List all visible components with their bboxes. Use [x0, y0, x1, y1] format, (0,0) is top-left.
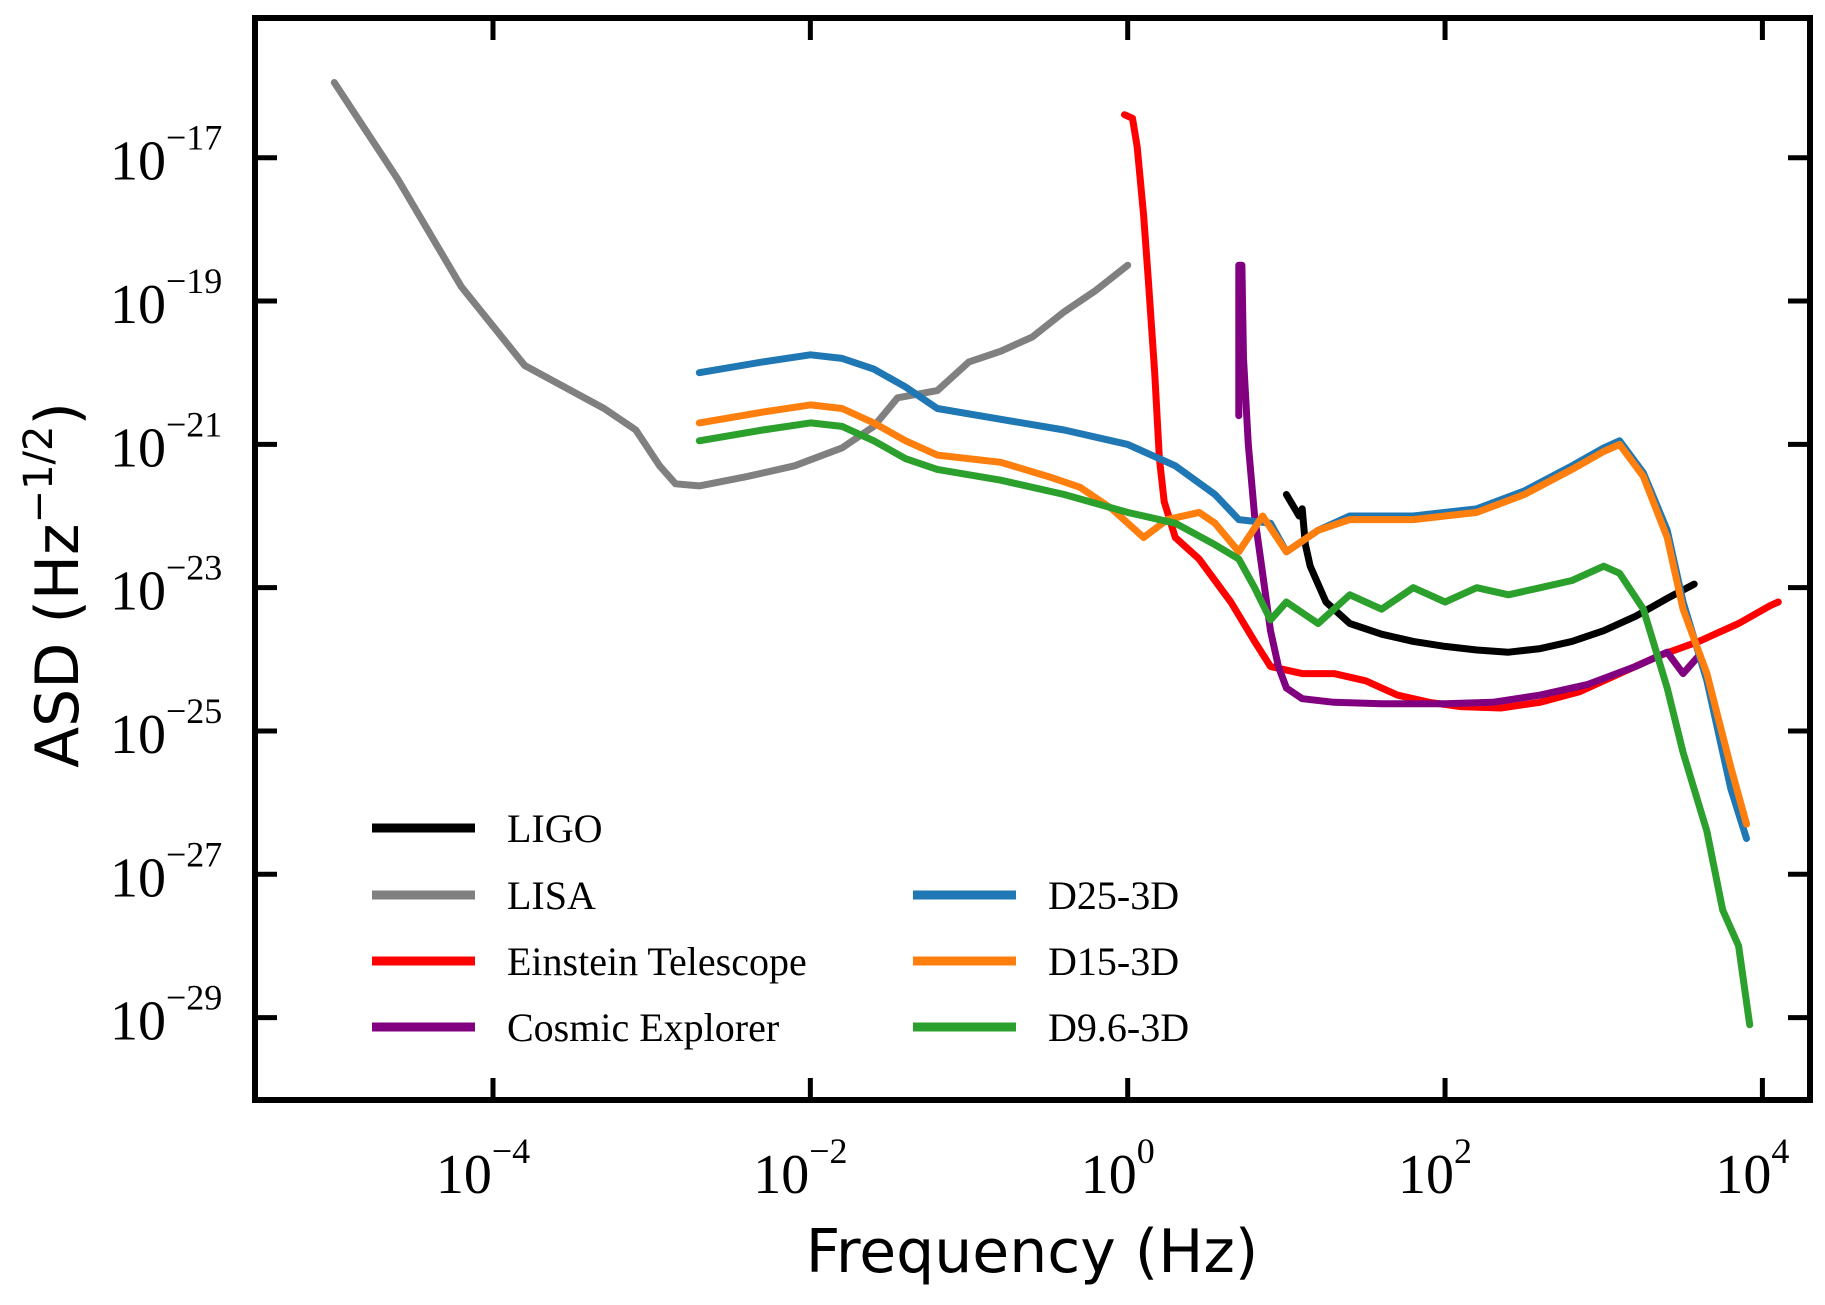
x-tick-label: 10−2 [753, 1131, 847, 1206]
series-line-d9-6-3d [695, 419, 1754, 1029]
legend-label: D15-3D [1048, 939, 1179, 984]
legend-label: LISA [507, 873, 596, 918]
series-line-cosmic-explorer [1235, 261, 1703, 708]
legend-label: D25-3D [1048, 873, 1179, 918]
legend-label: LIGO [507, 806, 603, 851]
series-line-d15-3d [695, 401, 1750, 828]
y-axis-title-base: ASD (Hz [23, 523, 93, 767]
y-tick-label: 10−19 [110, 261, 222, 336]
x-tick-label: 104 [1715, 1131, 1789, 1206]
y-tick-label: 10−21 [110, 404, 222, 479]
x-tick-label: 100 [1081, 1131, 1155, 1206]
series-line-einstein-telescope [1121, 111, 1782, 712]
y-axis-title-close: ) [23, 402, 93, 425]
plot-frame [252, 15, 1813, 1103]
y-tick-label: 10−27 [110, 834, 222, 909]
series-layer [330, 79, 1782, 1029]
y-tick-label: 10−29 [110, 978, 222, 1053]
legend-label: Cosmic Explorer [507, 1005, 779, 1050]
legend: LIGO LISA Einstein Telescope Cosmic Explore… [372, 806, 1189, 1050]
y-axis-title-exp: −1/2 [16, 426, 62, 524]
y-tick-label: 10−17 [110, 118, 222, 193]
y-tick-label: 10−25 [110, 691, 222, 766]
x-axis-title: Frequency (Hz) [806, 1217, 1258, 1287]
legend-label: D9.6-3D [1048, 1005, 1189, 1050]
x-tick-label: 102 [1398, 1131, 1472, 1206]
x-tick-label: 10−4 [436, 1131, 530, 1206]
y-axis-title: ASD (Hz−1/2) [16, 402, 93, 768]
ticks-layer: 10−4 10−2 100 102 104 10−17 10−19 10−21 10−23 10−… [110, 18, 1810, 1206]
legend-label: Einstein Telescope [507, 939, 807, 984]
y-tick-label: 10−23 [110, 548, 222, 623]
series-line-lisa [330, 79, 1132, 490]
